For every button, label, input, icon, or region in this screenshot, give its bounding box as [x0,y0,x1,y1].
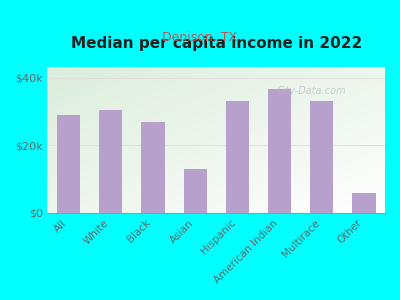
Text: Denison, TX: Denison, TX [162,32,238,44]
Bar [352,193,376,213]
Bar [141,122,164,213]
Bar [57,115,80,213]
Title: Median per capita income in 2022: Median per capita income in 2022 [71,36,362,51]
Bar [226,101,249,213]
Bar [310,101,333,213]
Bar [184,169,207,213]
Bar [99,110,122,213]
Bar [268,89,291,213]
Text: City-Data.com: City-Data.com [277,85,347,96]
